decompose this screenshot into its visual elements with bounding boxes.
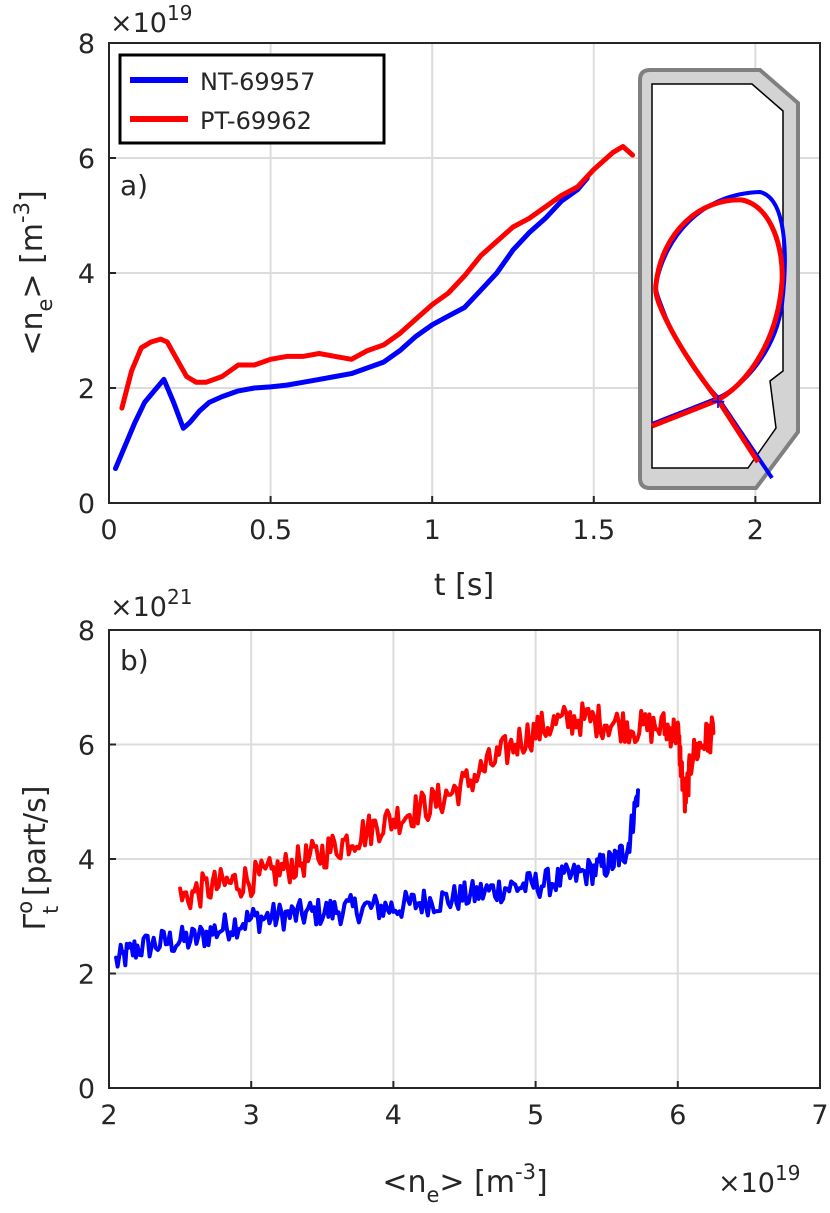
legend-label-pt: PT-69962 bbox=[200, 107, 312, 135]
tick-label-x-b: 3 bbox=[243, 1100, 260, 1131]
x-axis-label-b: <ne> [m-3] bbox=[382, 1160, 547, 1207]
series-line-b-pt-69962 bbox=[178, 701, 716, 911]
x-axis-label-a: t [s] bbox=[434, 568, 494, 603]
tick-label-x-b: 5 bbox=[527, 1100, 544, 1131]
x-exponent-b: ×1019 bbox=[718, 1161, 800, 1199]
series-line-b-nt-69957 bbox=[114, 788, 640, 969]
tick-label-y-b: 2 bbox=[78, 960, 95, 991]
tick-label-x-b: 2 bbox=[100, 1100, 117, 1131]
axes-a-ticks: 0 0.5 1 1.5 2 0 2 4 6 8 bbox=[78, 29, 764, 546]
tick-label-x-a: 0 bbox=[100, 515, 117, 546]
tick-label-x-b: 7 bbox=[811, 1100, 828, 1131]
tick-label-y-b: 0 bbox=[78, 1074, 95, 1105]
plasma-cross-section-inset: + bbox=[638, 68, 800, 490]
y-axis-label-b: Γot [part/s] bbox=[13, 785, 63, 930]
tick-label-x-b: 4 bbox=[385, 1100, 402, 1131]
y-exponent-a: ×1019 bbox=[110, 1, 192, 39]
legend: NT-69957 PT-69962 bbox=[118, 53, 386, 145]
plasma-boundary-pt bbox=[651, 197, 785, 464]
tick-label-x-a: 0.5 bbox=[249, 515, 292, 546]
panel-a: + 0 0.5 1 1.5 2 0 2 4 6 8 NT-69957 PT-69962 a) ×1… bbox=[10, 1, 821, 603]
tick-label-y-a: 2 bbox=[78, 374, 95, 405]
panel-label-b: b) bbox=[120, 644, 149, 677]
panel-label-a: a) bbox=[120, 169, 148, 202]
series-line-a-nt-69957 bbox=[113, 175, 590, 471]
tick-label-y-a: 6 bbox=[78, 144, 95, 175]
tick-label-x-a: 2 bbox=[747, 515, 764, 546]
tick-label-x-a: 1 bbox=[424, 515, 441, 546]
y-axis-label-a: <ne> [m-3] bbox=[10, 190, 57, 355]
axes-b-series bbox=[114, 701, 716, 969]
axes-a-series bbox=[113, 144, 636, 471]
tick-label-y-b: 4 bbox=[78, 845, 95, 876]
legend-box bbox=[118, 53, 386, 145]
x-point-marker: + bbox=[710, 389, 727, 413]
tick-label-x-b: 6 bbox=[669, 1100, 686, 1131]
tick-label-y-b: 6 bbox=[78, 731, 95, 762]
y-exponent-b: ×1021 bbox=[110, 585, 192, 623]
tick-label-y-a: 4 bbox=[78, 259, 95, 290]
tick-label-y-a: 8 bbox=[78, 29, 95, 60]
series-line-a-pt-69962 bbox=[119, 144, 636, 411]
tick-label-y-a: 0 bbox=[78, 489, 95, 520]
tick-label-y-b: 8 bbox=[78, 616, 95, 647]
tick-label-x-a: 1.5 bbox=[572, 515, 615, 546]
legend-label-nt: NT-69957 bbox=[200, 68, 315, 96]
